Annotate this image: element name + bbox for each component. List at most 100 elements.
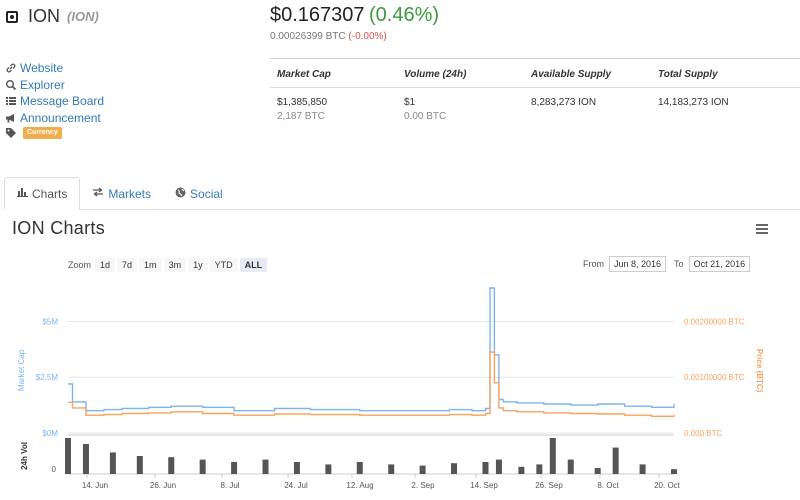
message-board-link-label[interactable]: Message Board (20, 94, 105, 108)
tag-row: Currency (5, 127, 104, 139)
volume-bar (549, 438, 556, 474)
left-axis-tick-label: $0M (42, 429, 58, 438)
volume-bar (388, 464, 395, 474)
range-from-label: From (583, 259, 604, 269)
stats-total-supply: 14,183,273 ION (651, 88, 778, 124)
range-to-input[interactable]: Oct 21, 2016 (688, 256, 751, 272)
date-range: From Jun 8, 2016 To Oct 21, 2016 (583, 256, 758, 272)
zoom-all-button[interactable]: ALL (239, 258, 268, 272)
stats-available-supply: 8,283,273 ION (524, 88, 651, 124)
x-axis-tick-label: 12. Aug (346, 481, 373, 490)
usd-price-change: (0.46%) (369, 4, 440, 26)
right-axis-tick-label: 0.000 BTC (684, 429, 722, 438)
volume-bar (356, 462, 363, 474)
tab-markets[interactable]: Markets (80, 177, 163, 210)
usd-price: $0.167307 (270, 4, 365, 26)
zoom-7d-button[interactable]: 7d (117, 258, 138, 272)
volume-bar (518, 466, 525, 474)
coin-header: ION (ION) (4, 6, 99, 27)
market-cap-btc: 2,187 BTC (277, 111, 325, 122)
tab-markets-label: Markets (108, 186, 152, 201)
volume-bar (82, 444, 89, 474)
chart-menu-icon[interactable] (756, 224, 768, 234)
total-supply-value: 14,183,273 ION (658, 97, 729, 108)
tab-social-label: Social (190, 186, 223, 201)
bar-chart-icon (17, 187, 28, 200)
volume-bar (325, 464, 332, 474)
volume-bar (639, 464, 646, 474)
volume-bar (612, 447, 619, 474)
website-link-label[interactable]: Website (20, 61, 64, 75)
range-to-label: To (674, 259, 684, 269)
volume-bar (262, 459, 269, 474)
x-axis-tick-label: 24. Jul (284, 481, 308, 490)
list-icon (5, 95, 17, 107)
price-chart[interactable]: $5M $2.5M $0M 0.00200000 BTC 0.00100000 BTC 0… (0, 280, 800, 500)
volume-bar (65, 438, 71, 474)
x-axis-tick-label: 26. Jun (150, 481, 176, 490)
tab-charts[interactable]: Charts (4, 177, 81, 210)
market-cap-series-line (68, 287, 675, 412)
explorer-link-label[interactable]: Explorer (20, 77, 65, 92)
announcement-link-label[interactable]: Announcement (20, 110, 101, 125)
currency-badge[interactable]: Currency (23, 127, 62, 139)
volume-bar (136, 456, 143, 474)
zoom-1m-button[interactable]: 1m (139, 258, 162, 272)
btc-price: 0.00026399 BTC (270, 31, 346, 42)
volume-bar (536, 464, 543, 474)
right-axis-tick-label: 0.00100000 BTC (684, 373, 745, 382)
volume-bar (482, 462, 489, 474)
stats-value-row: $1,385,850 2,187 BTC $1 0.00 BTC 8,283,2… (270, 87, 800, 124)
coin-logo-icon (6, 10, 18, 23)
zoom-1y-button[interactable]: 1y (188, 258, 208, 272)
btc-price-change: (-0.00%) (348, 31, 387, 42)
volume-bar (671, 469, 677, 474)
volume-bar (109, 452, 116, 474)
market-cap-usd: $1,385,850 (277, 97, 328, 108)
left-axis-tick-label: $2.5M (36, 373, 59, 382)
x-axis-tick-label: 14. Jun (82, 481, 108, 490)
explorer-link[interactable]: Explorer (5, 77, 104, 94)
stats-header-row: Market Cap Volume (24h) Available Supply… (270, 59, 800, 87)
tab-bar: Charts Markets Social (4, 177, 800, 210)
bullhorn-icon (5, 112, 17, 124)
link-icon (5, 62, 17, 74)
left-axis-tick-label: $5M (42, 317, 58, 326)
volume-bar (594, 468, 601, 474)
announcement-link[interactable]: Announcement (5, 110, 104, 127)
volume-axis-tick-label: 0 (52, 465, 57, 474)
x-axis-tick-label: 8. Oct (597, 481, 619, 490)
volume-axis-label: 24h Vol (20, 442, 29, 470)
x-axis-tick-label: 14. Sep (470, 481, 498, 490)
stats-header-available-supply: Available Supply (531, 69, 612, 80)
x-axis-tick-label: 26. Sep (535, 481, 563, 490)
stats-table: Market Cap Volume (24h) Available Supply… (270, 58, 800, 124)
zoom-1d-button[interactable]: 1d (95, 258, 116, 272)
coin-name: ION (28, 6, 61, 26)
price-block: $0.167307 (0.46%) 0.00026399 BTC (-0.00%… (270, 4, 439, 42)
range-from-input[interactable]: Jun 8, 2016 (609, 256, 667, 272)
website-link[interactable]: Website (5, 60, 104, 77)
stats-header-volume: Volume (24h) (404, 69, 467, 80)
available-supply-value: 8,283,273 ION (531, 97, 597, 108)
zoom-ytd-button[interactable]: YTD (209, 258, 238, 272)
volume-bar (419, 465, 426, 474)
message-board-link[interactable]: Message Board (5, 93, 104, 110)
zoom-3m-button[interactable]: 3m (163, 258, 187, 272)
tag-icon (5, 127, 17, 139)
volume-bar (168, 457, 175, 474)
right-axis-tick-label: 0.00200000 BTC (684, 317, 745, 326)
charts-title: ION Charts (12, 218, 106, 238)
volume-bar (231, 462, 238, 474)
search-icon (5, 79, 17, 91)
volume-usd: $1 (404, 97, 416, 108)
volume-bar (451, 463, 458, 474)
x-axis-tick-label: 20. Oct (654, 481, 681, 490)
tab-social[interactable]: Social (163, 177, 235, 210)
stats-header-market-cap: Market Cap (277, 69, 331, 80)
zoom-label: Zoom (68, 260, 92, 270)
btc-price-row: 0.00026399 BTC (-0.00%) (270, 31, 439, 42)
stats-market-cap: $1,385,850 2,187 BTC (270, 88, 397, 124)
volume-bar (495, 459, 502, 474)
volume-bar (567, 459, 574, 474)
